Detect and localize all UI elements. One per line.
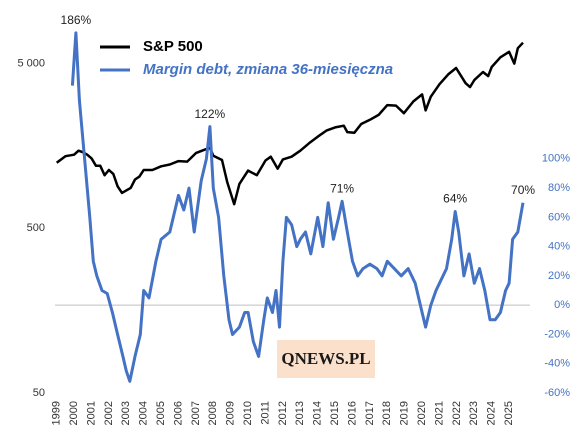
annotation: 122% <box>195 107 226 121</box>
x-tick-label: 1999 <box>51 401 63 425</box>
x-tick-label: 2004 <box>138 401 150 425</box>
x-tick-label: 2024 <box>486 401 498 425</box>
y2-tick-label: -60% <box>544 387 570 399</box>
watermark: QNEWS.PL <box>281 349 370 368</box>
y-tick-label: 500 <box>27 222 45 234</box>
annotation: 71% <box>330 181 354 195</box>
y2-tick-label: -40% <box>544 358 570 370</box>
x-tick-label: 2005 <box>155 401 167 425</box>
watermark-box <box>277 340 375 378</box>
x-tick-label: 2003 <box>120 401 132 425</box>
x-tick-label: 2010 <box>242 401 254 425</box>
x-tick-label: 2007 <box>190 401 202 425</box>
annotation: 186% <box>61 13 92 27</box>
x-tick-label: 2014 <box>312 401 324 425</box>
y-tick-label: 50 <box>33 387 45 399</box>
y-tick-label: 5 000 <box>17 58 45 70</box>
x-tick-label: 2000 <box>68 401 80 425</box>
x-tick-label: 2019 <box>399 401 411 425</box>
y2-tick-label: 0% <box>554 299 570 311</box>
x-tick-label: 2022 <box>451 401 463 425</box>
y2-tick-label: 40% <box>548 241 570 253</box>
x-tick-label: 2008 <box>207 401 219 425</box>
x-tick-label: 2001 <box>85 401 97 425</box>
y2-tick-label: -20% <box>544 328 570 340</box>
x-tick-label: 2012 <box>277 401 289 425</box>
legend-label: S&P 500 <box>143 38 203 55</box>
y2-tick-label: 20% <box>548 270 570 282</box>
x-tick-label: 2021 <box>433 401 445 425</box>
y2-tick-label: 100% <box>542 153 570 165</box>
x-tick-label: 2006 <box>172 401 184 425</box>
x-tick-label: 2020 <box>416 401 428 425</box>
x-tick-label: 2018 <box>381 401 393 425</box>
annotation: 64% <box>443 192 467 206</box>
y2-tick-label: 60% <box>548 211 570 223</box>
series-line <box>70 31 525 383</box>
x-tick-label: 2016 <box>346 401 358 425</box>
x-tick-label: 2002 <box>103 401 115 425</box>
legend-label: Margin debt, zmiana 36-miesięczna <box>143 61 393 78</box>
x-tick-label: 2009 <box>225 401 237 425</box>
annotation: 70% <box>511 183 535 197</box>
x-tick-label: 2017 <box>364 401 376 425</box>
x-tick-label: 2011 <box>259 401 271 425</box>
x-tick-label: 2025 <box>503 401 515 425</box>
series-line <box>55 41 524 206</box>
x-tick-label: 2023 <box>468 401 480 425</box>
x-tick-label: 2015 <box>329 401 341 425</box>
y2-tick-label: 80% <box>548 182 570 194</box>
x-tick-label: 2013 <box>294 401 306 425</box>
